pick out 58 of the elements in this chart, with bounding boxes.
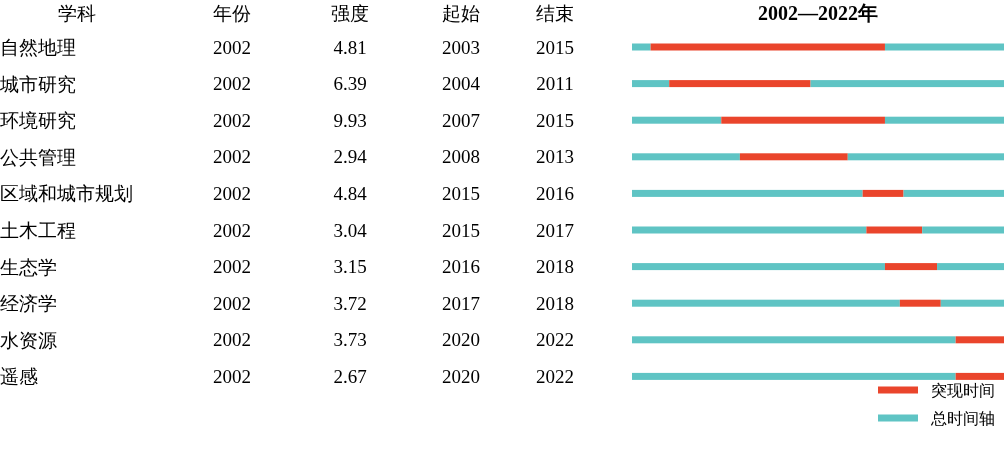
value-label: 2007 (442, 109, 480, 131)
value-label: 2017 (442, 292, 480, 314)
value-label: 9.93 (333, 109, 367, 131)
column-header: 年份 (213, 2, 251, 24)
value-label: 3.15 (333, 256, 367, 278)
value-label: 2020 (442, 365, 480, 387)
column-header: 起始 (442, 2, 480, 24)
category-label: 城市研究 (0, 72, 76, 95)
value-label: 6.39 (333, 73, 367, 95)
value-label: 2002 (213, 146, 251, 168)
category-label: 公共管理 (0, 145, 76, 168)
value-label: 2017 (536, 219, 574, 241)
value-label: 2002 (213, 292, 251, 314)
value-label: 2008 (442, 146, 480, 168)
value-label: 2013 (536, 146, 574, 168)
value-label: 3.73 (333, 329, 367, 351)
value-label: 2015 (536, 109, 574, 131)
value-label: 2015 (442, 219, 480, 241)
value-label: 2002 (213, 73, 251, 95)
value-label: 2002 (213, 109, 251, 131)
value-label: 2015 (442, 182, 480, 204)
value-label: 2002 (213, 365, 251, 387)
category-label: 水资源 (0, 328, 57, 351)
value-label: 4.81 (333, 36, 367, 58)
value-label: 3.72 (333, 292, 367, 314)
category-label: 自然地理 (0, 36, 76, 58)
value-label: 2022 (536, 365, 574, 387)
value-label: 2018 (536, 292, 574, 314)
category-label: 经济学 (0, 292, 57, 315)
value-label: 2016 (536, 182, 574, 204)
value-label: 2004 (442, 73, 480, 95)
value-label: 2020 (442, 329, 480, 351)
value-label: 4.84 (333, 182, 367, 204)
category-label: 生态学 (0, 255, 57, 278)
value-label: 2002 (213, 256, 251, 278)
category-label: 遥感 (0, 365, 38, 388)
value-label: 2018 (536, 256, 574, 278)
value-label: 2022 (536, 329, 574, 351)
value-label: 2.94 (333, 146, 367, 168)
title: 2002—2022年 (758, 2, 878, 24)
column-header: 学科 (58, 2, 96, 24)
column-header: 强度 (331, 2, 369, 24)
value-label: 2003 (442, 36, 480, 58)
value-label: 2002 (213, 36, 251, 58)
legend-label: 总时间轴 (931, 408, 995, 428)
category-label: 环境研究 (0, 109, 76, 132)
category-label: 土木工程 (0, 219, 76, 241)
value-label: 2011 (536, 73, 574, 95)
value-label: 2002 (213, 329, 251, 351)
legend-label: 突现时间 (931, 380, 995, 400)
value-label: 2016 (442, 256, 480, 278)
value-label: 2002 (213, 219, 251, 241)
column-header: 结束 (536, 2, 574, 24)
category-label: 区域和城市规划 (0, 182, 133, 205)
value-label: 2002 (213, 182, 251, 204)
value-label: 2.67 (333, 365, 367, 387)
value-label: 3.04 (333, 219, 367, 241)
value-label: 2015 (536, 36, 574, 58)
